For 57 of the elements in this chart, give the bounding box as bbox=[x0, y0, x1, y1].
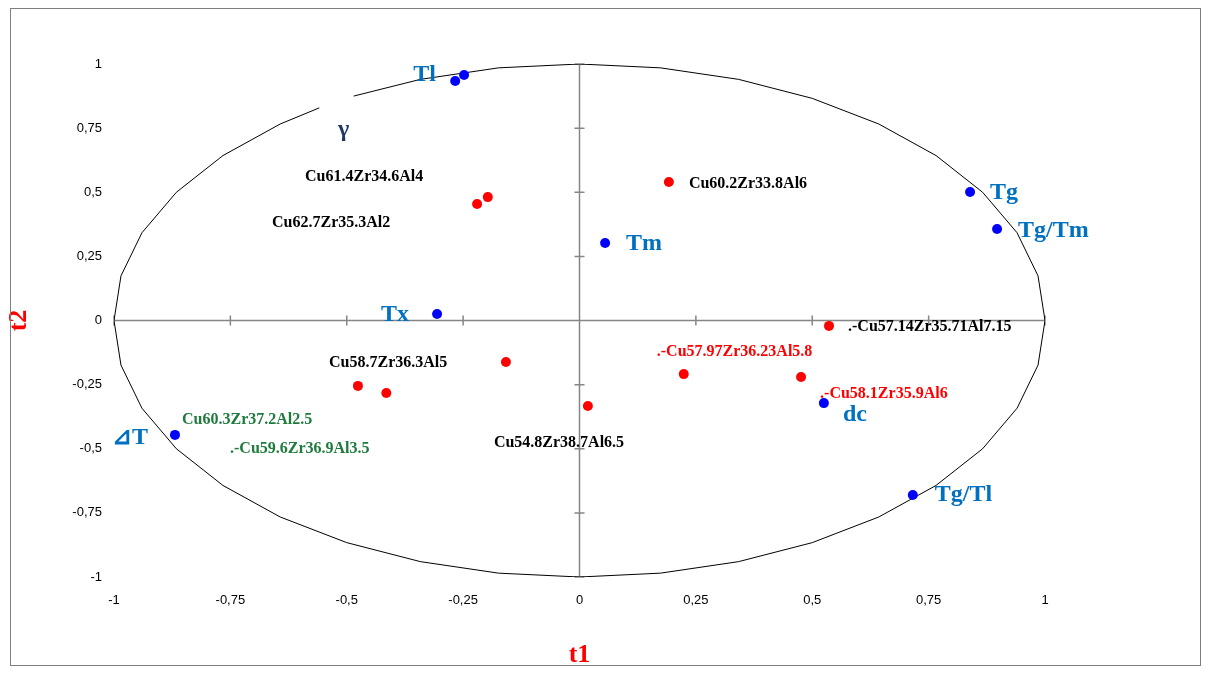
annotation: Cu62.7Zr35.3Al2 bbox=[272, 213, 391, 231]
y-tick-label: 0 bbox=[94, 312, 102, 328]
y-axis-title: t2 bbox=[3, 309, 33, 332]
y-tick-label: -0,25 bbox=[72, 376, 102, 392]
annotation: Cu58.7Zr36.3Al5 bbox=[329, 353, 448, 371]
x-tick-label: -0,25 bbox=[448, 592, 478, 608]
x-tick-label: -0,75 bbox=[215, 592, 246, 608]
point bbox=[500, 357, 511, 368]
x-axis-title: t1 bbox=[568, 639, 591, 669]
y-tick-label: -0,75 bbox=[72, 504, 102, 520]
point bbox=[169, 429, 180, 440]
annotation: .-Cu58.1Zr35.9Al6 bbox=[820, 384, 948, 402]
point bbox=[992, 223, 1003, 234]
point bbox=[432, 309, 443, 320]
annotation: Tg bbox=[990, 178, 1019, 205]
point bbox=[381, 388, 392, 399]
annotation: .-Cu57.14Zr35.71Al7.15 bbox=[848, 317, 1012, 335]
x-tick-label: 0,25 bbox=[683, 592, 709, 608]
annotation: Tm bbox=[626, 229, 663, 256]
point bbox=[965, 186, 976, 197]
annotation: Cu60.2Zr33.8Al6 bbox=[688, 174, 808, 192]
x-tick-label: 0,5 bbox=[803, 592, 822, 608]
annotation: .-Cu59.6Zr36.9Al3.5 bbox=[230, 439, 370, 457]
point bbox=[582, 400, 593, 411]
annotation: Tg/Tl bbox=[934, 480, 993, 507]
point bbox=[482, 192, 493, 203]
point bbox=[678, 369, 689, 380]
y-tick-label: 1 bbox=[94, 55, 102, 71]
y-tick-label: 0,5 bbox=[83, 183, 102, 199]
x-tick-label: 1 bbox=[1041, 592, 1049, 608]
y-tick-label: -0,5 bbox=[79, 440, 102, 456]
annotation: Tx bbox=[381, 300, 410, 327]
point bbox=[796, 371, 807, 382]
y-tick-label: 0,75 bbox=[76, 119, 102, 135]
x-tick-label: 0,75 bbox=[915, 592, 942, 608]
point bbox=[459, 70, 470, 81]
y-tick-label: 0,25 bbox=[76, 247, 102, 263]
point bbox=[663, 176, 674, 187]
point bbox=[352, 380, 363, 391]
annotation: dc bbox=[842, 400, 868, 427]
annotation: Tg/Tm bbox=[1018, 216, 1089, 243]
point bbox=[450, 75, 461, 86]
annotation: .-Cu57.97Zr36.23Al5.8 bbox=[656, 342, 813, 360]
x-tick-label: -0,5 bbox=[335, 592, 358, 608]
x-tick-label: -1 bbox=[108, 592, 120, 608]
point bbox=[907, 489, 918, 500]
annotation: γ bbox=[337, 115, 350, 142]
point bbox=[824, 320, 835, 331]
annotation: Cu60.3Zr37.2Al2.5 bbox=[182, 410, 313, 428]
point bbox=[472, 199, 483, 210]
annotation: Cu61.4Zr34.6Al4 bbox=[305, 167, 424, 185]
annotation: Cu54.8Zr38.7Al6.5 bbox=[493, 433, 625, 451]
point bbox=[818, 398, 829, 409]
x-tick-label: 0 bbox=[575, 592, 584, 608]
y-tick-label: -1 bbox=[90, 568, 102, 584]
point bbox=[600, 238, 611, 249]
annotation: ⊿T bbox=[111, 423, 148, 450]
